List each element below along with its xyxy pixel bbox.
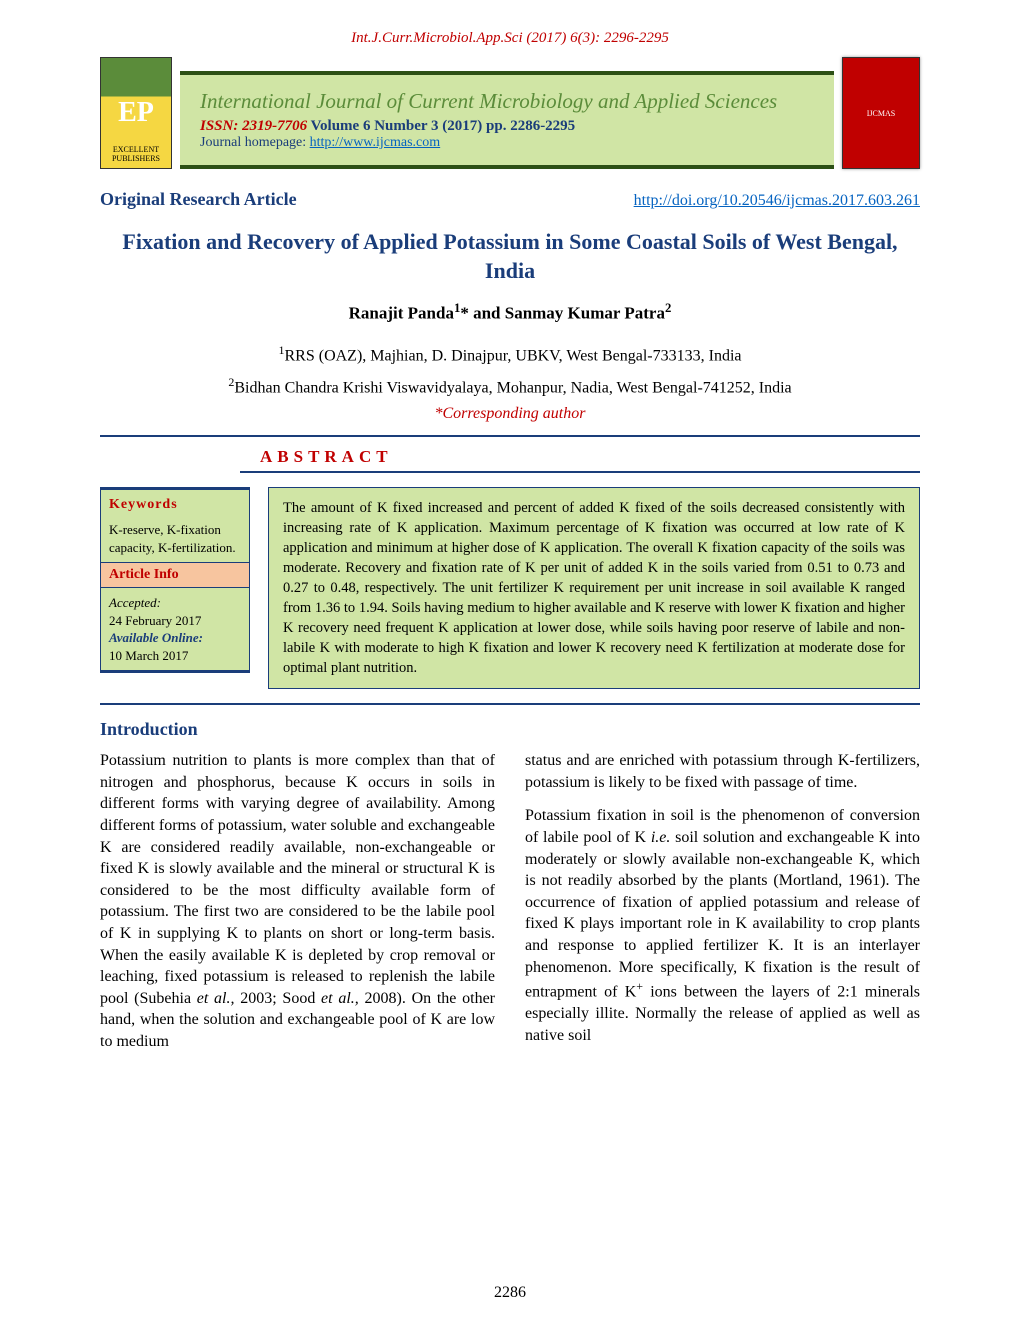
page-number: 2286 — [0, 1284, 1020, 1302]
homepage-label: Journal homepage: — [200, 135, 310, 150]
affiliation-1: 1RRS (OAZ), Majhian, D. Dinajpur, UBKV, … — [100, 342, 920, 368]
issn-label: ISSN: 2319-7706 — [200, 118, 307, 134]
article-type-row: Original Research Article http://doi.org… — [100, 189, 920, 210]
homepage-line: Journal homepage: http://www.ijcmas.com — [200, 135, 814, 151]
column-right: status and are enriched with potassium t… — [525, 750, 920, 1064]
ijcmas-cover-thumbnail: IJCMAS — [842, 57, 920, 169]
paragraph: status and are enriched with potassium t… — [525, 750, 920, 793]
sidebar: Keywords K-reserve, K-fixation capacity,… — [100, 487, 250, 689]
keywords-box: Keywords K-reserve, K-fixation capacity,… — [100, 489, 250, 563]
cover-text: IJCMAS — [867, 109, 895, 118]
divider — [240, 471, 920, 473]
accepted-label: Accepted: — [109, 594, 241, 612]
abstract-area: Keywords K-reserve, K-fixation capacity,… — [100, 487, 920, 689]
banner-middle: International Journal of Current Microbi… — [180, 71, 834, 169]
affiliation-2: 2Bidhan Chandra Krishi Viswavidyalaya, M… — [100, 374, 920, 400]
divider — [100, 703, 920, 705]
divider — [100, 671, 250, 673]
header-banner: EP EXCELLENT PUBLISHERS International Jo… — [100, 57, 920, 169]
authors: Ranajit Panda1* and Sanmay Kumar Patra2 — [100, 301, 920, 324]
abstract-heading: ABSTRACT — [260, 447, 920, 467]
running-header: Int.J.Curr.Microbiol.App.Sci (2017) 6(3)… — [100, 30, 920, 47]
doi-link[interactable]: http://doi.org/10.20546/ijcmas.2017.603.… — [634, 192, 920, 210]
keywords-text: K-reserve, K-fixation capacity, K-fertil… — [109, 521, 241, 556]
article-type: Original Research Article — [100, 189, 297, 210]
abstract-text: The amount of K fixed increased and perc… — [268, 487, 920, 689]
divider — [100, 435, 920, 437]
article-info-heading: Article Info — [100, 563, 250, 587]
issn-line: ISSN: 2319-7706 Volume 6 Number 3 (2017)… — [200, 118, 814, 135]
keywords-heading: Keywords — [109, 496, 241, 515]
paragraph: Potassium fixation in soil is the phenom… — [525, 805, 920, 1046]
available-date: 10 March 2017 — [109, 647, 241, 665]
publisher-logo: EP EXCELLENT PUBLISHERS — [100, 57, 172, 169]
introduction-heading: Introduction — [100, 719, 920, 740]
available-label: Available Online: — [109, 629, 241, 647]
homepage-link[interactable]: http://www.ijcmas.com — [310, 135, 441, 150]
accepted-date: 24 February 2017 — [109, 612, 241, 630]
corresponding-author: *Corresponding author — [100, 405, 920, 423]
column-left: Potassium nutrition to plants is more co… — [100, 750, 495, 1064]
publisher-initials: EP — [118, 98, 154, 129]
article-title: Fixation and Recovery of Applied Potassi… — [100, 228, 920, 285]
journal-name: International Journal of Current Microbi… — [200, 89, 814, 114]
publisher-name-line2: PUBLISHERS — [112, 155, 160, 164]
article-info-box: Accepted: 24 February 2017 Available Onl… — [100, 587, 250, 671]
paragraph: Potassium nutrition to plants is more co… — [100, 750, 495, 1052]
body-columns: Potassium nutrition to plants is more co… — [100, 750, 920, 1064]
issue-text: Volume 6 Number 3 (2017) pp. 2286-2295 — [307, 118, 575, 134]
